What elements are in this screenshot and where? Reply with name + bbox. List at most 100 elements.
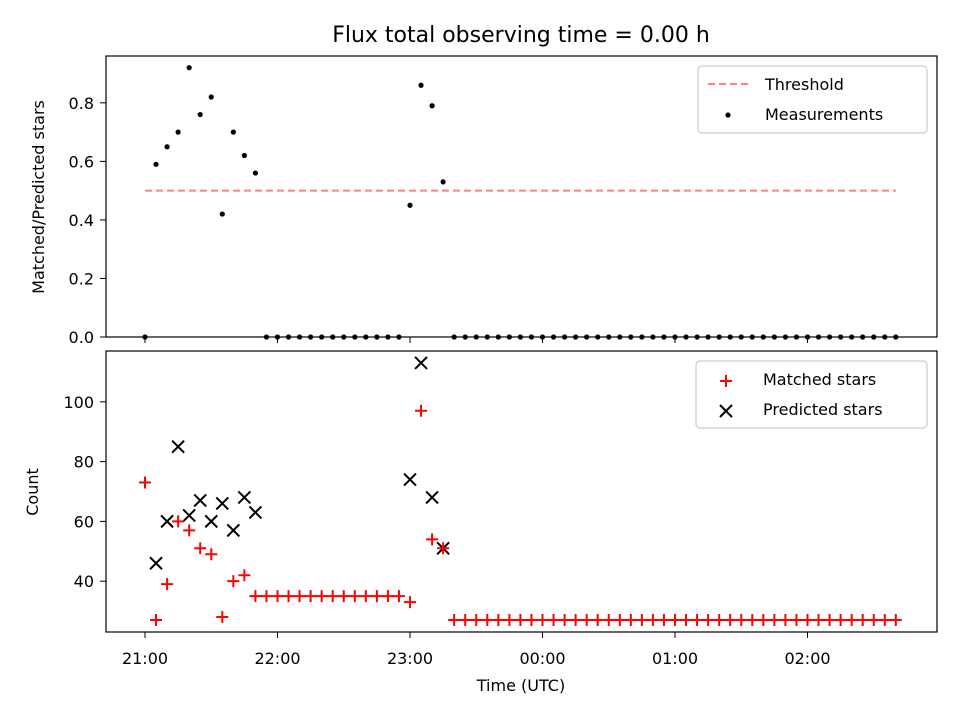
matched-point [503,614,516,627]
matched-point [680,614,693,627]
matched-point [724,614,737,627]
measurement-point [241,152,247,159]
matched-point [470,614,483,627]
chart-title: Flux total observing time = 0.00 h [332,23,710,48]
top-legend-frame [697,65,928,134]
bottom-panel: 40 60 80 100 21:00 22:00 23:00 00:00 01:00 02:00… [23,350,938,695]
matched-point [392,590,405,603]
matched-point [359,590,372,603]
predicted-point [160,514,174,529]
matched-point [183,524,196,537]
matched-point [702,614,715,627]
bottom-x-tick-label: 21:00 [122,649,168,668]
measurement-point [230,129,236,135]
matched-point [227,575,240,588]
matched-point [889,614,902,627]
bottom-x-tick-label: 23:00 [387,649,433,668]
predicted-point [403,472,417,487]
bottom-legend-frame [695,360,928,429]
bottom-y-axis: 40 60 80 100 [63,393,106,591]
matched-point [569,614,582,627]
matched-point [580,614,593,627]
matched-point [282,590,295,603]
matched-point [602,614,615,627]
legend-measurements-swatch [725,112,731,118]
legend-matched-swatch [720,375,732,387]
bottom-x-tick-label: 01:00 [652,649,698,668]
top-y-axis-label: Matched/Predicted stars [29,100,48,294]
top-x-axis-ticks [144,337,808,343]
matched-point [823,614,836,627]
matched-point [404,596,416,609]
bottom-x-tick-label: 22:00 [254,649,300,668]
matched-point [139,476,151,489]
measurement-point [197,111,203,118]
matched-point [161,578,174,591]
matched-point [834,614,847,627]
top-panel: 0.00.20.40.60.8 Matched/Predicted stars … [29,55,938,347]
predicted-point [171,439,185,454]
legend-threshold-label: Threshold [764,75,844,94]
predicted-point [149,556,163,570]
predicted-point [248,505,263,520]
matched-point [194,542,207,555]
predicted-point [425,490,439,505]
matched-point [205,548,218,561]
bottom-y-tick-label: 100 [63,393,94,412]
matched-point [381,590,394,603]
top-y-tick-label: 0.2 [69,269,94,288]
predicted-point [414,356,428,370]
predicted-point [237,490,252,505]
matched-point [326,590,339,603]
matched-point [856,614,869,627]
matched-point [348,590,361,603]
top-y-tick-label: 0.8 [69,94,94,113]
predicted-point [226,523,241,538]
matched-point [238,569,251,582]
matched-point [536,614,549,627]
matched-point [492,614,505,627]
matched-point [558,614,571,627]
measurement-point [164,144,170,150]
matched-point [271,590,284,603]
matched-point [304,590,317,603]
matched-point [459,614,472,627]
matched-point [150,614,163,627]
legend-predicted-swatch [719,404,733,418]
matched-point [249,590,262,603]
bottom-x-tick-label: 00:00 [519,649,565,668]
top-legend: Threshold Measurements [697,65,928,134]
bottom-x-tick-label: 02:00 [784,649,830,668]
top-y-tick-label: 0.4 [69,211,94,230]
matched-point [735,614,748,627]
matched-point [591,614,604,627]
legend-predicted-label: Predicted stars [763,400,883,419]
legend-measurements-label: Measurements [765,105,883,124]
measurement-point [175,129,181,135]
matched-point [646,614,659,627]
matched-point [878,614,891,627]
legend-matched-label: Matched stars [763,370,876,389]
matched-point [525,614,538,627]
bottom-y-tick-label: 40 [74,572,94,591]
top-y-axis: 0.0 0.2 0.4 0.6 0.8 [69,94,106,347]
measurement-point [186,65,192,71]
bottom-x-axis: 21:00 22:00 23:00 00:00 01:00 02:00 [122,632,831,668]
bottom-data-layer [139,356,902,627]
bottom-y-axis-label: Count [23,468,42,516]
matched-point [172,515,185,528]
matched-point [669,614,681,627]
predicted-point [182,508,196,523]
matched-point [481,614,494,627]
matched-point [790,614,803,627]
measurement-point [153,161,159,167]
bottom-legend: Matched stars Predicted stars [695,360,928,429]
measurement-point [219,211,225,217]
matched-point [448,614,461,627]
measurement-point [407,202,413,208]
measurement-point [252,170,259,176]
matched-point [514,614,527,627]
measurement-point [429,103,435,109]
bottom-y-tick-label: 60 [74,512,94,531]
matched-point [691,614,704,627]
